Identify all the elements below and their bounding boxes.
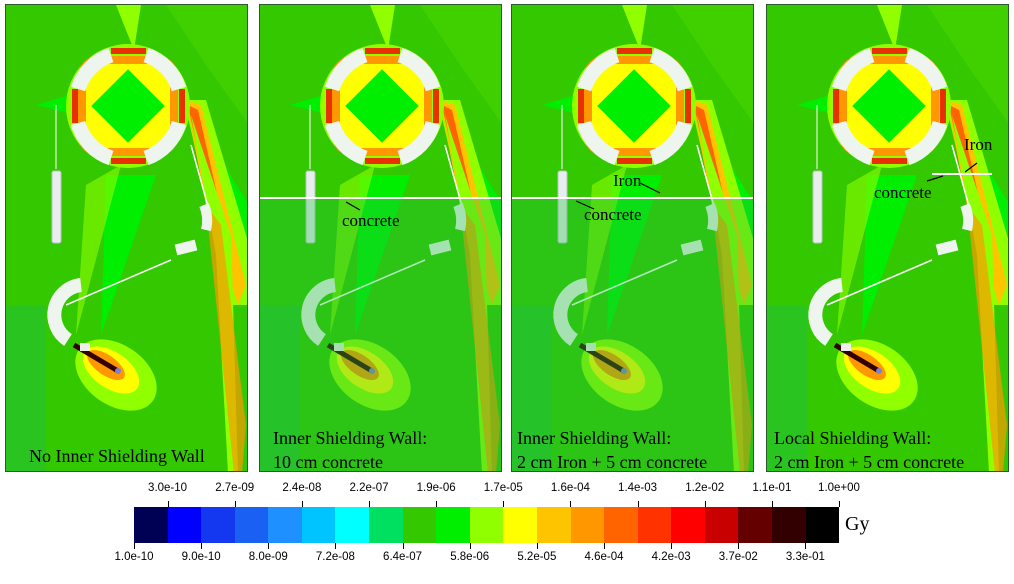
colorbar-swatch [738,507,772,543]
dose-map-panel-1: No Inner Shielding Wall [5,4,248,472]
colorbar-tick-mark [805,543,807,549]
colorbar-swatch [503,507,537,543]
colorbar-tick-mark [234,501,236,507]
colorbar-swatch [469,507,504,543]
colorbar-swatch [771,507,806,543]
colorbar-swatch [268,507,302,543]
dose-map [767,5,1009,472]
colorbar-tick-mark [771,501,773,507]
colorbar-tick-mark [369,501,370,507]
colorbar-unit: Gy [845,513,870,535]
colorbar-tick-label: 3.0e-10 [148,482,188,494]
colorbar-tick-label: 5.8e-06 [450,551,490,563]
dose-map-panel-3: Iron concrete Inner Shielding Wall: 2 cm… [511,4,754,472]
colorbar-tick-label: 1.1e-01 [752,482,792,494]
colorbar-tick-label: 6.4e-07 [383,551,423,563]
colorbar-swatch [805,507,840,543]
panel-label-detail: 2 cm Iron + 5 cm concrete [774,452,965,472]
colorbar-tick-mark [134,543,135,549]
colorbar-tick-label: 7.2e-08 [315,551,355,563]
colorbar-swatch [369,507,403,543]
colorbar-tick-mark [201,543,203,549]
colorbar-tick-mark [839,501,840,507]
colorbar-tick-mark [704,501,706,507]
colorbar-tick-mark [604,543,605,549]
colorbar-tick-label: 1.0e-10 [114,551,154,563]
colorbar-swatch [201,507,235,543]
dose-map-panel-2: concrete Inner Shielding Wall: 10 cm con… [259,4,502,472]
colorbar-tick-mark [436,501,438,507]
panel-label: Inner Shielding Wall: [273,428,428,448]
colorbar-swatch [436,507,470,543]
colorbar-tick-label: 4.2e-03 [651,551,691,563]
concrete-annotation: concrete [874,183,932,202]
colorbar-tick-mark [738,543,740,549]
iron-annotation: Iron [613,171,642,190]
colorbar-swatch [335,507,370,543]
dose-map [6,5,248,472]
colorbar-tick-mark [402,543,404,549]
colorbar-tick-label: 9.0e-10 [181,551,221,563]
colorbar-tick-mark [268,543,270,549]
colorbar-tick-label: 4.6e-04 [584,551,624,563]
colorbar-tick-label: 1.4e-03 [618,482,658,494]
colorbar-tick-label: 3.7e-02 [718,551,758,563]
colorbar-tick-mark [469,543,471,549]
colorbar-tick-mark [637,501,639,507]
colorbar-tick-label: 1.0e+00 [818,482,860,494]
panel-label-detail: 10 cm concrete [273,452,383,472]
colorbar-tick-mark [536,543,538,549]
colorbar-swatch [704,507,739,543]
colorbar-swatch [536,507,571,543]
panel-label: Local Shielding Wall: [774,428,932,448]
colorbar-tick-mark [167,501,169,507]
colorbar-swatch [671,507,705,543]
concrete-annotation: concrete [584,205,642,224]
colorbar-tick-mark [335,543,337,549]
colorbar-swatch [570,507,605,543]
colorbar-tick-mark [671,543,673,549]
colorbar-tick-label: 1.7e-05 [483,482,523,494]
colorbar-tick-label: 5.2e-05 [517,551,557,563]
colorbar-swatch [402,507,437,543]
colorbar-swatch [604,507,638,543]
iron-annotation: Iron [964,135,993,154]
colorbar-tick-label: 2.2e-07 [349,482,389,494]
colorbar-tick-label: 1.9e-06 [416,482,456,494]
colorbar-tick-label: 1.2e-02 [685,482,725,494]
dose-map [512,5,753,471]
colorbar-swatch [301,507,336,543]
colorbar-swatch [637,507,672,543]
colorbar-tick-label: 2.7e-09 [215,482,255,494]
colorbar-tick-mark [503,501,505,507]
colorbar-swatch [167,507,202,543]
concrete-annotation: concrete [342,211,400,230]
panel-label: No Inner Shielding Wall [29,446,205,466]
colorbar-tick-label: 3.3e-01 [785,551,825,563]
colorbar-tick-mark [570,501,572,507]
dose-map-panel-4: Iron concrete Local Shielding Wall: 2 cm… [766,4,1009,472]
colorbar-swatch [134,507,168,543]
panel-label-detail: 2 cm Iron + 5 cm concrete [517,452,708,472]
colorbar [134,507,840,543]
panel-label: Inner Shielding Wall: [517,428,672,448]
colorbar-tick-mark [301,501,303,507]
colorbar-swatch [234,507,269,543]
colorbar-tick-label: 2.4e-08 [282,482,322,494]
colorbar-tick-label: 8.0e-09 [248,551,288,563]
dose-map [260,5,501,471]
colorbar-tick-label: 1.6e-04 [550,482,590,494]
